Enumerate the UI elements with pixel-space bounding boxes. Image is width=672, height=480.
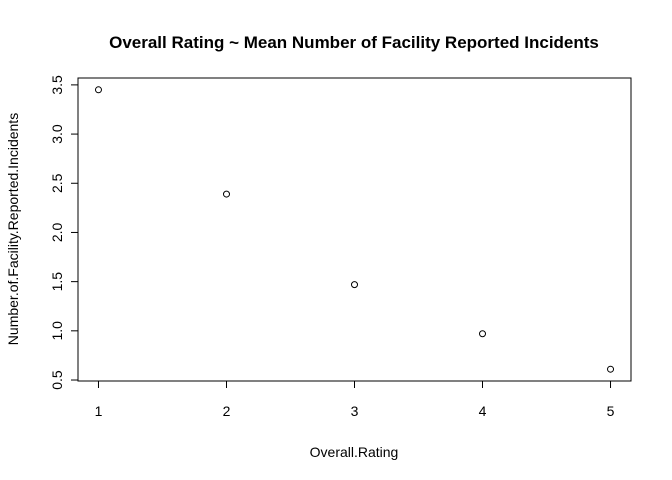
data-point <box>222 190 230 198</box>
x-tick-label: 2 <box>223 403 231 419</box>
y-axis: 0.5 1.0 1.5 2.0 2.5 3.0 3.5 <box>49 75 79 390</box>
x-tick-label: 1 <box>95 403 103 419</box>
x-axis-label: Overall.Rating <box>310 444 399 460</box>
y-tick-label: 2.5 <box>49 173 65 193</box>
y-axis-label: Number.of.Facility.Reported.Incidents <box>5 113 21 345</box>
y-tick-label: 1.0 <box>49 321 65 341</box>
plot-frame <box>77 77 632 382</box>
y-tick-label: 2.0 <box>49 223 65 243</box>
x-tick-label: 3 <box>351 403 359 419</box>
chart-title: Overall Rating ~ Mean Number of Facility… <box>109 33 599 52</box>
data-point <box>94 86 102 94</box>
data-point <box>479 330 487 338</box>
y-tick-label: 3.5 <box>49 75 65 95</box>
data-point <box>607 365 615 373</box>
data-points <box>94 86 615 373</box>
x-axis: 1 2 3 4 5 <box>95 380 615 419</box>
x-tick-label: 5 <box>607 403 615 419</box>
y-tick-label: 0.5 <box>49 370 65 390</box>
x-tick-label: 4 <box>479 403 487 419</box>
y-tick-label: 1.5 <box>49 272 65 292</box>
data-point <box>351 281 358 289</box>
y-tick-label: 3.0 <box>49 124 65 144</box>
